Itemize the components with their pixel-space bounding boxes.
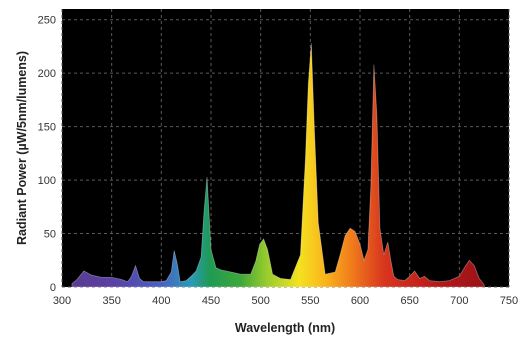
y-tick-label: 250	[38, 15, 56, 27]
x-axis-title: Wavelength (nm)	[235, 321, 335, 335]
y-tick-label: 200	[38, 68, 56, 80]
y-tick-label: 50	[44, 229, 56, 241]
y-tick-label: 150	[38, 122, 56, 134]
plot-area	[62, 9, 509, 287]
y-axis-ticks: 0 50 100 150 200 250	[38, 15, 56, 294]
x-tick-label: 500	[251, 295, 269, 307]
y-axis-title: Radiant Power (µW/5nm/lumens)	[15, 51, 29, 245]
grid-lines	[61, 9, 510, 288]
y-tick-label: 100	[38, 175, 56, 187]
x-tick-label: 750	[500, 295, 518, 307]
x-tick-label: 550	[301, 295, 319, 307]
spectrum-series	[71, 43, 485, 288]
x-tick-label: 450	[202, 295, 220, 307]
x-tick-label: 400	[152, 295, 170, 307]
spectrum-area	[71, 43, 485, 288]
y-tick-label: 0	[50, 282, 56, 294]
x-tick-label: 600	[351, 295, 369, 307]
x-tick-label: 300	[53, 295, 71, 307]
x-tick-label: 700	[450, 295, 468, 307]
x-tick-label: 350	[102, 295, 120, 307]
x-tick-label: 650	[400, 295, 418, 307]
x-axis-ticks: 300 350 400 450 500 550 600 650 700 750	[53, 295, 518, 307]
